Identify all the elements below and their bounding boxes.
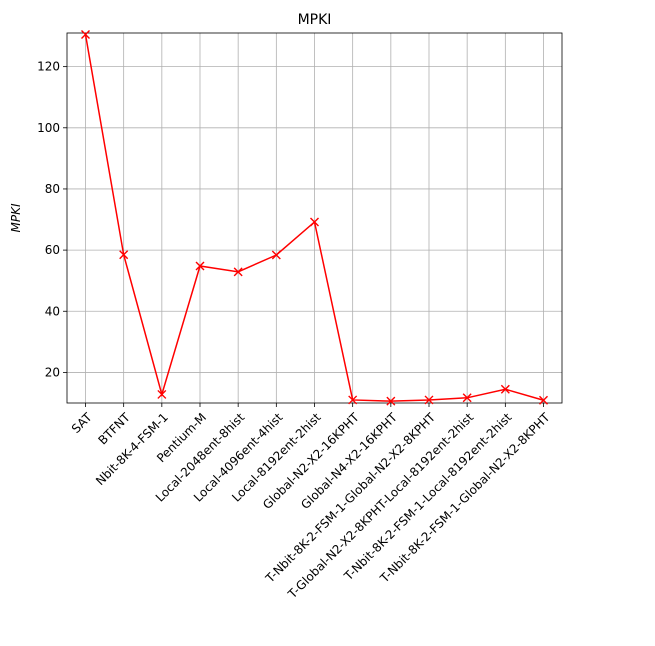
marker-stroke — [310, 217, 319, 227]
data-point-marker — [195, 261, 205, 271]
axes — [63, 32, 563, 407]
marker-stroke — [119, 250, 129, 260]
x-tick-label: BTFNT — [95, 410, 133, 448]
y-tick-label: 20 — [45, 365, 60, 379]
marker-stroke — [81, 30, 90, 40]
chart-title: MPKI — [298, 12, 332, 28]
data-point-marker — [157, 389, 167, 399]
series-mpki — [81, 30, 548, 406]
marker-stroke — [500, 384, 510, 394]
x-tick-label: SAT — [69, 410, 95, 436]
y-tick-label: 80 — [45, 182, 60, 196]
y-tick-labels: 20 40 60 80 100 120 — [37, 60, 60, 380]
data-point-marker — [539, 395, 548, 405]
data-point-marker — [310, 217, 319, 227]
marker-stroke — [233, 267, 243, 277]
marker-stroke — [271, 250, 281, 260]
data-point-marker — [386, 396, 396, 406]
x-tick-labels: SAT BTFNTNbit-8K-4-FSM-1Pentium-MLocal-20… — [69, 410, 553, 602]
marker-stroke — [462, 393, 472, 403]
marker-stroke — [157, 389, 167, 399]
grid — [67, 33, 562, 403]
data-point-marker — [348, 395, 358, 405]
marker-stroke — [539, 395, 548, 405]
data-point-marker — [462, 393, 472, 403]
marker-stroke — [195, 261, 205, 271]
data-point-marker — [271, 250, 281, 260]
data-point-marker — [81, 30, 90, 40]
marker-stroke — [348, 395, 358, 405]
y-axis-label: MPKI — [9, 203, 23, 232]
y-tick-label: 120 — [37, 60, 60, 74]
data-point-marker — [119, 250, 129, 260]
y-tick-label: 40 — [45, 304, 60, 318]
data-point-marker — [424, 395, 434, 405]
y-tick-label: 100 — [37, 121, 60, 135]
data-point-marker — [500, 384, 510, 394]
y-tick-label: 60 — [45, 243, 60, 257]
marker-stroke — [424, 395, 434, 405]
data-point-marker — [233, 267, 243, 277]
marker-stroke — [386, 396, 396, 406]
